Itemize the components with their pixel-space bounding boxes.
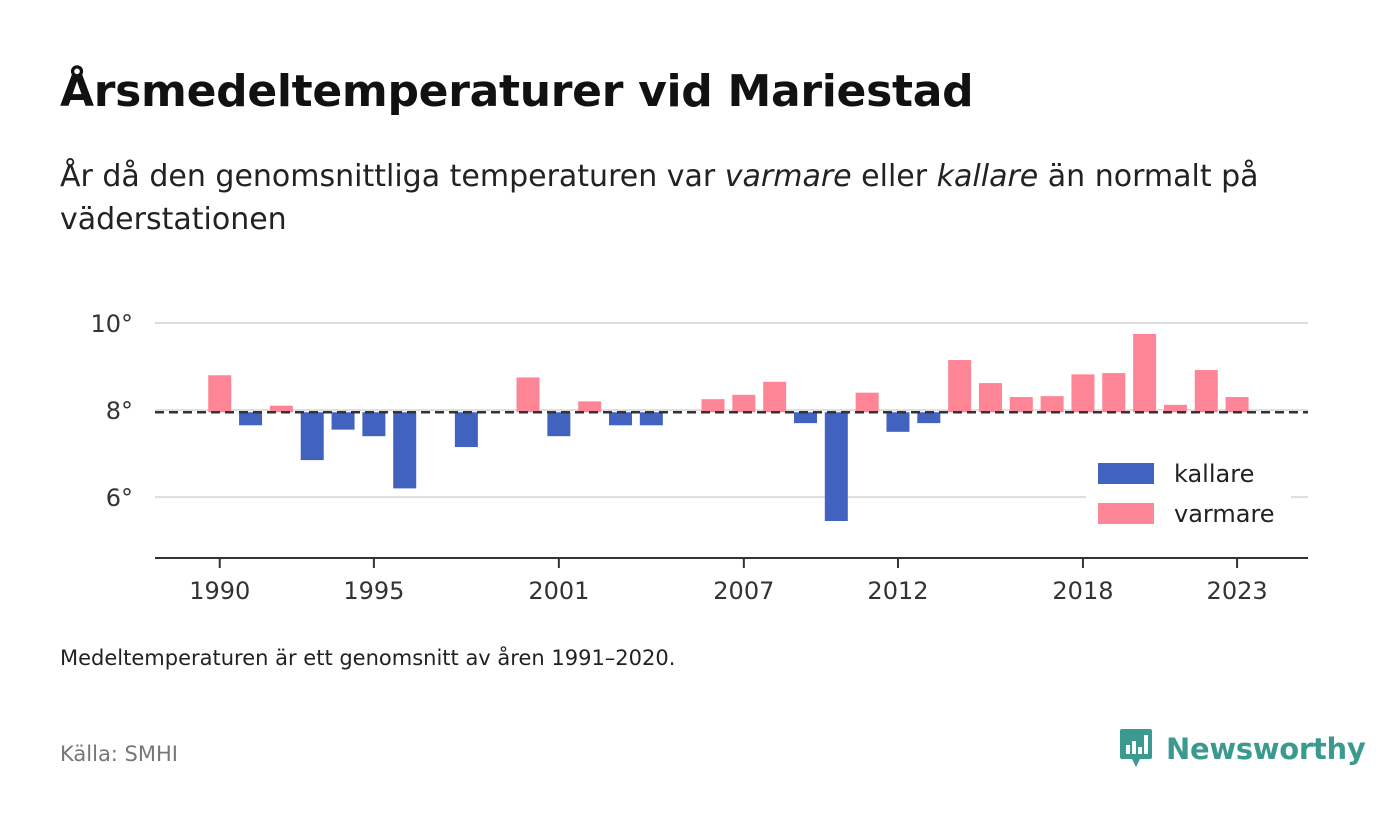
bar-varmare bbox=[208, 375, 232, 413]
bar-kallare bbox=[886, 412, 910, 432]
x-tick-label: 2023 bbox=[1207, 577, 1268, 605]
legend-swatch-kallare bbox=[1098, 463, 1154, 484]
brand-name: Newsworthy bbox=[1166, 732, 1366, 766]
bar-varmare bbox=[1194, 370, 1218, 413]
y-tick-label: 8° bbox=[106, 397, 133, 425]
bars bbox=[208, 333, 1249, 522]
x-tick-label: 2001 bbox=[528, 577, 589, 605]
bar-varmare bbox=[269, 405, 293, 413]
bar-kallare bbox=[393, 412, 417, 489]
bar-varmare bbox=[1009, 397, 1033, 413]
subtitle-text-1: År då den genomsnittliga temperaturen va… bbox=[60, 159, 725, 194]
bar-kallare bbox=[917, 412, 941, 424]
temperature-bar-chart: 6° 8° 10° 1990 1995 2001 2007 2012 2018 2023 kal… bbox=[90, 310, 1308, 605]
subtitle-text-3: än normalt på väderstationen bbox=[60, 159, 1259, 237]
chart-subtitle: År då den genomsnittliga temperaturen va… bbox=[60, 155, 1350, 241]
bar-kallare bbox=[300, 412, 324, 461]
bar-varmare bbox=[1102, 373, 1126, 413]
newsworthy-logo-icon bbox=[1120, 729, 1152, 767]
legend-label-varmare: varmare bbox=[1174, 500, 1275, 528]
bar-kallare bbox=[824, 412, 848, 522]
subtitle-emphasis-warmer: varmare bbox=[724, 159, 852, 194]
bar-varmare bbox=[516, 377, 540, 413]
bar-varmare bbox=[1133, 333, 1157, 413]
bar-kallare bbox=[331, 412, 355, 430]
bar-varmare bbox=[578, 401, 602, 413]
subtitle-emphasis-colder: kallare bbox=[936, 159, 1039, 194]
x-tick-label: 1995 bbox=[343, 577, 404, 605]
legend-swatch-varmare bbox=[1098, 503, 1154, 524]
bar-varmare bbox=[1163, 404, 1187, 413]
bar-kallare bbox=[454, 412, 478, 448]
bar-kallare bbox=[639, 412, 663, 426]
x-tick-label: 1990 bbox=[189, 577, 250, 605]
bar-varmare bbox=[948, 360, 972, 413]
y-axis-ticks: 6° 8° 10° bbox=[90, 310, 133, 512]
bar-varmare bbox=[763, 381, 787, 413]
bar-varmare bbox=[701, 399, 725, 413]
x-axis-ticks: 1990 1995 2001 2007 2012 2018 2023 bbox=[189, 558, 1268, 605]
bar-varmare bbox=[978, 383, 1002, 413]
x-tick-label: 2012 bbox=[867, 577, 928, 605]
bar-varmare bbox=[1040, 396, 1064, 413]
chart-title: Årsmedeltemperaturer vid Mariestad bbox=[60, 66, 974, 117]
y-tick-label: 6° bbox=[106, 484, 133, 512]
y-tick-label: 10° bbox=[90, 310, 133, 338]
bar-varmare bbox=[1071, 374, 1095, 413]
x-tick-label: 2018 bbox=[1052, 577, 1113, 605]
bar-kallare bbox=[547, 412, 571, 437]
source-credit: Källa: SMHI bbox=[60, 742, 178, 766]
bar-kallare bbox=[793, 412, 817, 424]
bar-kallare bbox=[362, 412, 386, 437]
bar-varmare bbox=[732, 394, 756, 413]
bar-varmare bbox=[855, 392, 879, 413]
footnote: Medeltemperaturen är ett genomsnitt av å… bbox=[60, 646, 676, 670]
legend: kallare varmare bbox=[1086, 452, 1291, 540]
bar-varmare bbox=[1225, 397, 1249, 413]
bar-kallare bbox=[609, 412, 633, 426]
x-tick-label: 2007 bbox=[713, 577, 774, 605]
subtitle-text-2: eller bbox=[851, 159, 937, 194]
bar-kallare bbox=[239, 412, 263, 426]
brand-logo[interactable]: Newsworthy bbox=[1118, 727, 1366, 771]
legend-label-kallare: kallare bbox=[1174, 460, 1254, 488]
